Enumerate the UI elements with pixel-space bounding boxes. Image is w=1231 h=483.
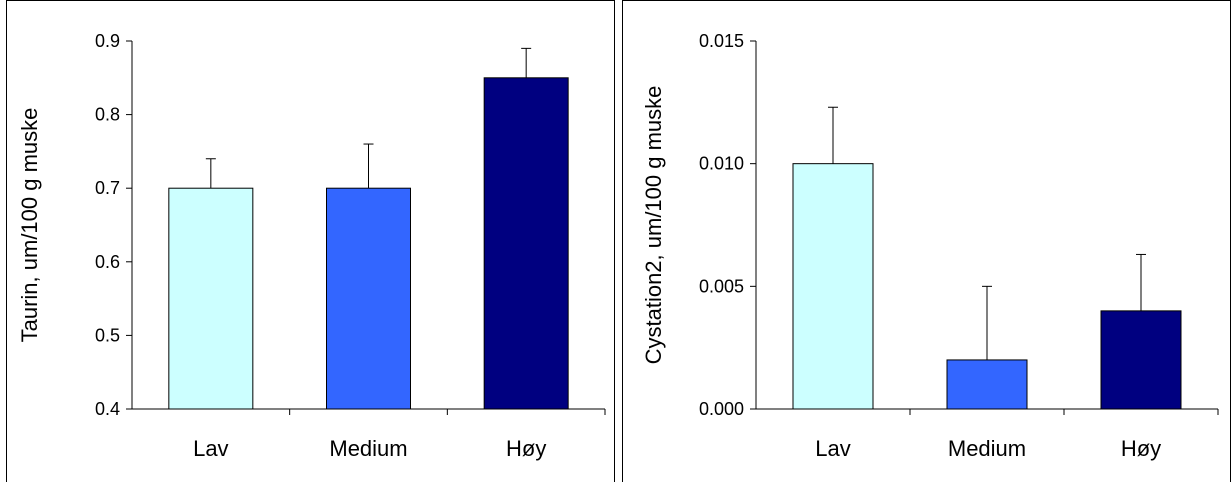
- chart-cystation: 0.000 0.005 0.010 0.015 Lav Medium Høy Cystatio…: [641, 31, 1219, 461]
- bar-medium: [946, 359, 1028, 410]
- y-tick-label: 0.9: [95, 31, 120, 51]
- y-tick-label: 0.7: [95, 178, 120, 198]
- x-category-label: Høy: [1121, 436, 1161, 461]
- bar-lav: [792, 163, 874, 410]
- y-tick-label: 0.6: [95, 252, 120, 272]
- y-tick-label: 0.5: [95, 325, 120, 345]
- y-tick-label: 0.000: [699, 399, 744, 419]
- y-axis-title: Cystation2, um/100 g muske: [641, 86, 666, 365]
- y-tick-label: 0.010: [699, 154, 744, 174]
- x-category-label: Lav: [815, 436, 850, 461]
- y-tick-label: 0.8: [95, 105, 120, 125]
- x-category-label: Høy: [506, 436, 546, 461]
- y-axis-title: Taurin, um/100 g muske: [17, 108, 42, 343]
- chart-panel-cystation: 0.000 0.005 0.010 0.015 Lav Medium Høy Cystatio…: [622, 0, 1231, 482]
- y-tick-label: 0.005: [699, 276, 744, 296]
- x-category-label: Medium: [329, 436, 407, 461]
- bar-lav: [168, 187, 254, 410]
- bar-høy: [1100, 310, 1182, 410]
- x-category-label: Lav: [193, 436, 228, 461]
- chart-taurin: 0.4 0.5 0.6 0.7 0.8 0.9 Lav Medium Høy Taurin, um…: [17, 31, 606, 461]
- y-tick-label: 0.4: [95, 399, 120, 419]
- x-category-label: Medium: [948, 436, 1026, 461]
- bar-medium: [326, 187, 411, 410]
- chart-panel-taurin: 0.4 0.5 0.6 0.7 0.8 0.9 Lav Medium Høy Taurin, um…: [6, 0, 615, 482]
- bar-høy: [483, 77, 569, 410]
- y-tick-label: 0.015: [699, 31, 744, 51]
